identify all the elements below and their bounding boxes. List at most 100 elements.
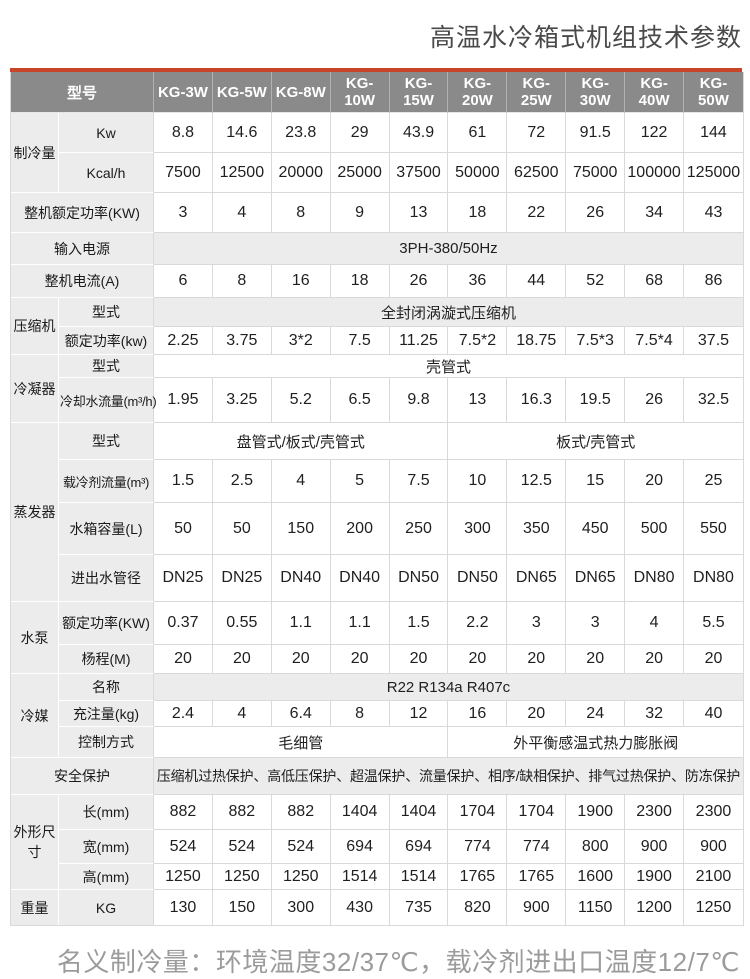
value-cell: 1250 bbox=[684, 890, 743, 925]
value-cell: 7.5*3 bbox=[566, 327, 626, 355]
value-cell: DN25 bbox=[212, 555, 272, 602]
row-condenser-type: 冷凝器 型式 壳管式 bbox=[11, 355, 743, 423]
label-compressor-power: 额定功率(kw) bbox=[59, 327, 155, 355]
value-cell: 43.9 bbox=[389, 113, 449, 153]
label-rated-power: 整机额定功率(KW) bbox=[11, 193, 155, 233]
value-cell: 2100 bbox=[684, 864, 743, 890]
value-cell: 1900 bbox=[566, 795, 626, 830]
row-cooling-kcal: Kcal/h 7500 12500 20000 25000 37500 50000 6250… bbox=[11, 153, 743, 193]
value-cell: 68 bbox=[625, 265, 685, 298]
value-cell: 19.5 bbox=[566, 378, 626, 423]
value-cell: 450 bbox=[566, 503, 626, 555]
value-cell: 18 bbox=[448, 193, 508, 233]
row-rated-power: 整机额定功率(KW) 3 4 8 9 13 18 22 26 34 43 bbox=[11, 193, 743, 233]
row-refrigerant-name: 冷媒 名称 R22 R134a R407c bbox=[11, 674, 743, 758]
value-power-supply: 3PH-380/50Hz bbox=[154, 233, 743, 265]
value-cell: 37500 bbox=[389, 153, 449, 193]
value-cell: 8 bbox=[212, 265, 272, 298]
value-cell: 800 bbox=[566, 830, 626, 864]
value-cell: 15 bbox=[566, 460, 626, 503]
value-cell: 24 bbox=[566, 701, 626, 727]
value-cell: 1514 bbox=[330, 864, 390, 890]
value-cell: 1250 bbox=[212, 864, 272, 890]
value-cell: 1404 bbox=[330, 795, 390, 830]
value-cell: 1.1 bbox=[330, 602, 390, 645]
header-model: KG-25W bbox=[507, 72, 567, 113]
header-model: KG-15W bbox=[389, 72, 449, 113]
value-cell: 100000 bbox=[625, 153, 685, 193]
value-cell: 26 bbox=[625, 378, 685, 423]
value-cell: 29 bbox=[330, 113, 390, 153]
value-cell: 20000 bbox=[271, 153, 331, 193]
label-refrigerant-charge: 充注量(kg) bbox=[59, 701, 155, 727]
row-refrigerant-control: 控制方式 毛细管 外平衡感温式热力膨胀阀 bbox=[11, 727, 743, 758]
label-refrigerant-name: 名称 bbox=[59, 674, 155, 701]
value-refrigerant-control-right: 外平衡感温式热力膨胀阀 bbox=[448, 727, 743, 758]
label-condenser-flow: 冷却水流量(m³/h) bbox=[59, 378, 157, 423]
value-cell: 6.5 bbox=[330, 378, 390, 423]
value-cell: DN50 bbox=[448, 555, 508, 602]
value-cell: 50000 bbox=[448, 153, 508, 193]
value-cell: 7.5*4 bbox=[625, 327, 685, 355]
row-evaporator-pipe: 进出水管径 DN25 DN25 DN40 DN40 DN50 DN50 DN65 DN65 DN… bbox=[11, 555, 743, 602]
value-cell: 13 bbox=[389, 193, 449, 233]
label-dim-height: 高(mm) bbox=[59, 864, 155, 890]
value-cell: 20 bbox=[330, 645, 390, 674]
row-condenser-flow: 冷却水流量(m³/h) 1.95 3.25 5.2 6.5 9.8 13 16.3 19.5 2… bbox=[11, 378, 743, 423]
label-condenser-group: 冷凝器 bbox=[11, 355, 59, 423]
value-safety: 压缩机过热保护、高低压保护、超温保护、流量保护、相序/缺相保护、排气过热保护、防… bbox=[154, 758, 743, 795]
value-cell: 8.8 bbox=[154, 113, 213, 153]
label-weight-group: 重量 bbox=[11, 890, 59, 925]
header-model: KG-40W bbox=[625, 72, 685, 113]
value-cell: 7.5*2 bbox=[448, 327, 508, 355]
row-header: 型号 KG-3W KG-5W KG-8W KG-10W KG-15W KG-20W KG-2… bbox=[11, 72, 743, 113]
row-compressor-type: 压缩机 型式 全封闭涡漩式压缩机 bbox=[11, 298, 743, 355]
value-cell: 350 bbox=[507, 503, 567, 555]
value-cell: 1900 bbox=[625, 864, 685, 890]
value-cell: 6 bbox=[154, 265, 213, 298]
value-cell: 62500 bbox=[507, 153, 567, 193]
row-current: 整机电流(A) 6 8 16 18 26 36 44 52 68 86 bbox=[11, 265, 743, 298]
header-model: KG-30W bbox=[566, 72, 626, 113]
value-cell: 20 bbox=[566, 645, 626, 674]
value-cell: 550 bbox=[684, 503, 743, 555]
value-cell: 3 bbox=[507, 602, 567, 645]
value-cell: 694 bbox=[330, 830, 390, 864]
value-cell: 820 bbox=[448, 890, 508, 925]
header-model-label: 型号 bbox=[11, 72, 155, 113]
label-dim-width: 宽(mm) bbox=[59, 830, 155, 864]
row-evaporator-tank: 水箱容量(L) 50 50 150 200 250 300 350 450 500 550 bbox=[11, 503, 743, 555]
value-cell: 300 bbox=[448, 503, 508, 555]
value-cell: 20 bbox=[271, 645, 331, 674]
value-cell: 4 bbox=[212, 701, 272, 727]
value-cell: 32 bbox=[625, 701, 685, 727]
value-cell: 694 bbox=[389, 830, 449, 864]
value-cell: 2.5 bbox=[212, 460, 272, 503]
value-cell: 20 bbox=[625, 460, 685, 503]
value-cell: 774 bbox=[507, 830, 567, 864]
value-cell: DN40 bbox=[271, 555, 331, 602]
value-cell: DN65 bbox=[507, 555, 567, 602]
value-cell: 32.5 bbox=[684, 378, 743, 423]
value-cell: 18 bbox=[330, 265, 390, 298]
value-cell: 5 bbox=[330, 460, 390, 503]
value-cell: 1.1 bbox=[271, 602, 331, 645]
label-dimensions-group: 外形尺寸 bbox=[11, 795, 59, 890]
value-cell: 4 bbox=[271, 460, 331, 503]
value-cell: 44 bbox=[507, 265, 567, 298]
value-cell: DN80 bbox=[625, 555, 685, 602]
value-cell: 9.8 bbox=[389, 378, 449, 423]
value-cell: 91.5 bbox=[566, 113, 626, 153]
value-cell: 7.5 bbox=[330, 327, 390, 355]
value-cell: 8 bbox=[271, 193, 331, 233]
value-cell: 72 bbox=[507, 113, 567, 153]
label-compressor-group: 压缩机 bbox=[11, 298, 59, 355]
value-cell: 300 bbox=[271, 890, 331, 925]
value-cell: 13 bbox=[448, 378, 508, 423]
spec-table: 型号 KG-3W KG-5W KG-8W KG-10W KG-15W KG-20W KG-2… bbox=[10, 72, 744, 926]
value-cell: 1404 bbox=[389, 795, 449, 830]
row-compressor-power: 额定功率(kw) 2.25 3.75 3*2 7.5 11.25 7.5*2 18.75 7.… bbox=[11, 327, 743, 355]
value-cell: 26 bbox=[566, 193, 626, 233]
value-cell: 3.75 bbox=[212, 327, 272, 355]
